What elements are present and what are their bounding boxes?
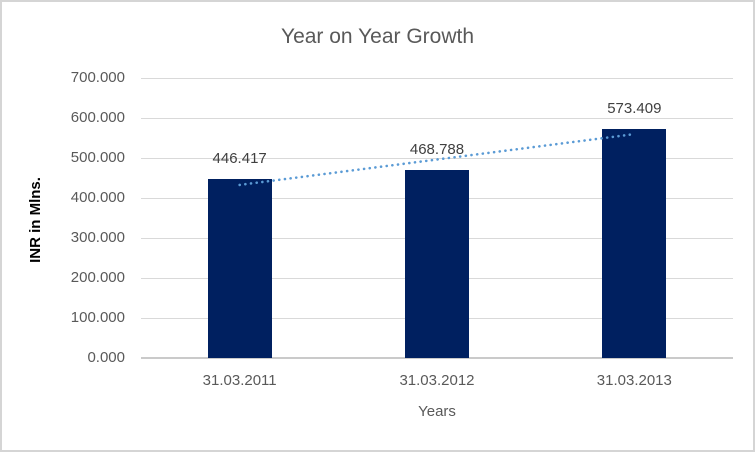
y-tick-label: 400.000 <box>70 189 125 206</box>
y-tick-label: 500.000 <box>70 149 125 166</box>
y-tick-label: 100.000 <box>70 309 125 326</box>
y-tick-label: 200.000 <box>70 269 125 286</box>
x-tick-label: 31.03.2012 <box>399 372 475 389</box>
plot-area: 446.417 468.788 573.409 <box>141 78 733 359</box>
gridline <box>141 118 733 119</box>
x-axis-title: Years <box>418 403 456 420</box>
chart-title: Year on Year Growth <box>280 25 475 48</box>
data-label: 446.417 <box>212 150 267 168</box>
y-tick-label: 300.000 <box>70 229 125 246</box>
gridline <box>141 78 733 79</box>
bar <box>405 170 469 358</box>
x-axis-line <box>141 357 733 359</box>
y-tick-label: 600.000 <box>70 109 125 126</box>
bar <box>602 128 667 358</box>
y-tick-label: 700.000 <box>70 69 125 86</box>
x-tick-label: 31.03.2011 <box>202 372 277 389</box>
bar <box>207 179 272 358</box>
data-label: 573.409 <box>607 99 662 117</box>
data-label: 468.788 <box>409 141 465 159</box>
y-tick-label: 0.000 <box>87 349 125 366</box>
x-tick-label: 31.03.2013 <box>596 372 672 389</box>
